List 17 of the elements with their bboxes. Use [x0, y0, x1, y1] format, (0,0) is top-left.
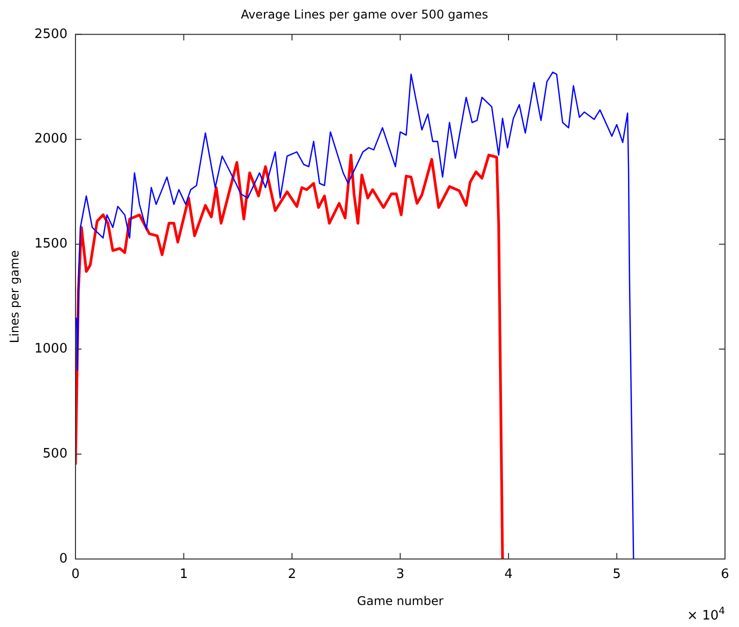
y-tick-label: 500 — [42, 446, 68, 462]
y-tick-label: 1000 — [34, 342, 68, 357]
x-tick-label: 5 — [612, 567, 621, 582]
x-tick-label: 1 — [180, 567, 188, 582]
y-tick-label: 2000 — [34, 132, 68, 147]
x-tick-label: 4 — [504, 567, 513, 582]
x-axis-title: Game number — [357, 594, 444, 608]
x-tick-label: 6 — [720, 567, 730, 582]
y-tick-label: 0 — [59, 551, 68, 566]
x-tick-label: 3 — [396, 567, 404, 582]
text: × 10$^{4}$ — [687, 606, 725, 623]
y-tick-label: 1500 — [34, 236, 68, 252]
x-tick-label: 0 — [71, 567, 80, 582]
x-tick-label: 2 — [288, 567, 296, 582]
chart-title: Average Lines per game over 500 games — [240, 7, 488, 22]
y-tick-label: 2500 — [34, 26, 68, 42]
y-axis-title: Lines per game — [7, 250, 22, 344]
